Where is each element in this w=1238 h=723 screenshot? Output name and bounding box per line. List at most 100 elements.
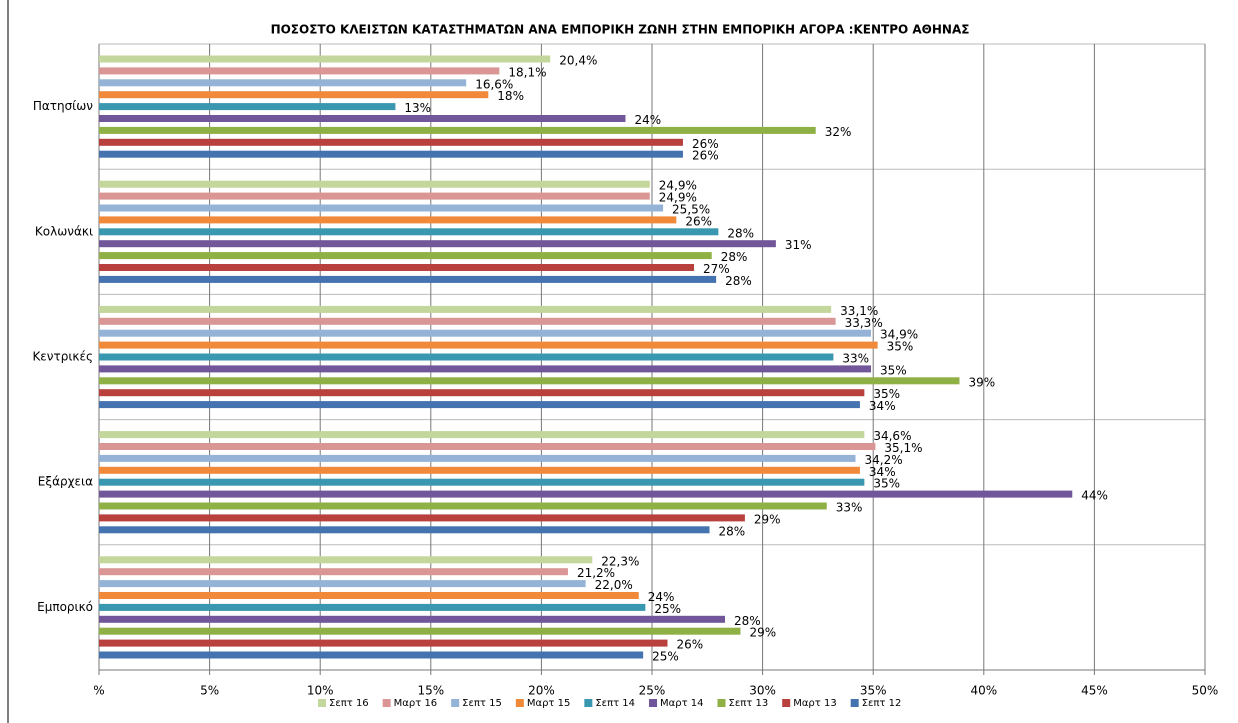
data-label: 34,6%: [873, 429, 911, 443]
data-label: 28%: [734, 614, 761, 628]
bar: [99, 568, 568, 576]
data-label: 35%: [887, 340, 914, 354]
data-label: 25,5%: [672, 203, 710, 217]
y-tick-label: Εξάρχεια: [38, 475, 93, 489]
x-tick-label: 35%: [860, 684, 887, 698]
bar: [99, 228, 719, 236]
legend-label: Μαρτ 14: [660, 698, 704, 709]
data-label: 28%: [727, 226, 754, 240]
data-label: 24,9%: [659, 179, 697, 193]
bar: [99, 138, 683, 146]
data-label: 28%: [721, 250, 748, 264]
legend-swatch: [515, 699, 524, 707]
data-label: 24%: [634, 113, 661, 127]
y-tick-label: Πατησίων: [33, 99, 93, 113]
legend-label: Μαρτ 16: [394, 698, 438, 709]
x-tick-label: 50%: [1192, 684, 1219, 698]
data-label: 33%: [836, 501, 863, 515]
data-label: 21,2%: [577, 566, 615, 580]
data-label: 34,9%: [880, 328, 918, 342]
data-label: 35,1%: [884, 441, 922, 455]
data-label: 22,3%: [601, 554, 639, 568]
bar: [99, 556, 593, 564]
bar: [99, 592, 639, 599]
bar: [99, 603, 646, 611]
bar: [99, 305, 832, 313]
y-tick-label: Κεντρικές: [32, 350, 93, 364]
data-label: 35%: [873, 387, 900, 401]
data-label: 28%: [719, 524, 746, 538]
bar: [99, 115, 626, 122]
x-tick-label: 20%: [528, 684, 555, 698]
data-label: 28%: [725, 274, 752, 288]
data-label: 32%: [825, 125, 852, 139]
bar: [99, 150, 683, 158]
bar: [99, 401, 860, 409]
bar: [99, 639, 668, 647]
bar: [99, 651, 644, 659]
bar: [99, 490, 1073, 498]
bar: [99, 389, 865, 397]
legend-label: Σεπτ 14: [595, 698, 635, 709]
data-label: 26%: [692, 149, 719, 163]
legend-swatch: [850, 699, 859, 707]
legend-swatch: [451, 699, 460, 707]
data-label: 26%: [685, 214, 712, 228]
x-tick-label: 15%: [417, 684, 444, 698]
bar: [99, 252, 712, 260]
legend-swatch: [318, 699, 326, 707]
bar: [99, 329, 871, 337]
bar: [99, 514, 745, 522]
x-tick-label: 30%: [749, 684, 776, 698]
data-label: 44%: [1081, 489, 1108, 503]
x-tick-label: %: [93, 684, 104, 698]
bar: [99, 275, 717, 283]
y-tick-label: Εμπορικό: [37, 600, 93, 614]
bar: [99, 478, 865, 486]
data-label: 33,3%: [845, 316, 883, 330]
data-label: 26%: [676, 638, 703, 652]
data-label: 13%: [404, 101, 431, 115]
data-label: 20,4%: [559, 54, 597, 68]
legend-label: Μαρτ 15: [527, 698, 571, 709]
bar: [99, 431, 865, 439]
data-label: 33%: [842, 352, 869, 366]
data-label: 22,0%: [595, 578, 633, 592]
bar: [99, 126, 816, 134]
bar: [99, 204, 664, 212]
bar: [99, 240, 776, 248]
legend-label: Σεπτ 15: [462, 698, 502, 709]
bar: [99, 341, 878, 349]
bar: [99, 192, 650, 200]
bar: [99, 216, 677, 224]
legend-swatch: [649, 699, 658, 707]
bar: [99, 353, 834, 361]
data-label: 18,1%: [508, 65, 546, 79]
y-tick-label: Κολωνάκι: [35, 224, 93, 238]
bar: [99, 55, 551, 63]
data-label: 34%: [869, 465, 896, 479]
x-tick-label: 40%: [970, 684, 997, 698]
data-label: 29%: [749, 626, 776, 640]
bar: [99, 264, 695, 271]
bar: [99, 615, 725, 623]
x-tick-label: 10%: [307, 684, 334, 698]
legend-swatch: [584, 699, 593, 707]
bar: [99, 365, 871, 373]
bar: [99, 67, 500, 75]
x-tick-label: 25%: [639, 684, 666, 698]
legend-swatch: [382, 699, 391, 707]
legend-label: Σεπτ 12: [862, 698, 902, 709]
chart-title: ΠΟΣΟΣΤΟ ΚΛΕΙΣΤΩΝ ΚΑΤΑΣΤΗΜΑΤΩΝ ΑΝΑ ΕΜΠΟΡΙ…: [271, 23, 970, 37]
legend-label: Μαρτ 13: [793, 698, 837, 709]
data-label: 27%: [703, 262, 730, 276]
data-label: 35%: [880, 363, 907, 377]
legend-label: Σεπτ 16: [329, 698, 369, 709]
data-label: 29%: [754, 512, 781, 526]
bar: [99, 377, 960, 385]
data-label: 34,2%: [865, 453, 903, 467]
bar: [99, 454, 856, 462]
data-label: 34%: [869, 399, 896, 413]
bar: [99, 180, 650, 188]
